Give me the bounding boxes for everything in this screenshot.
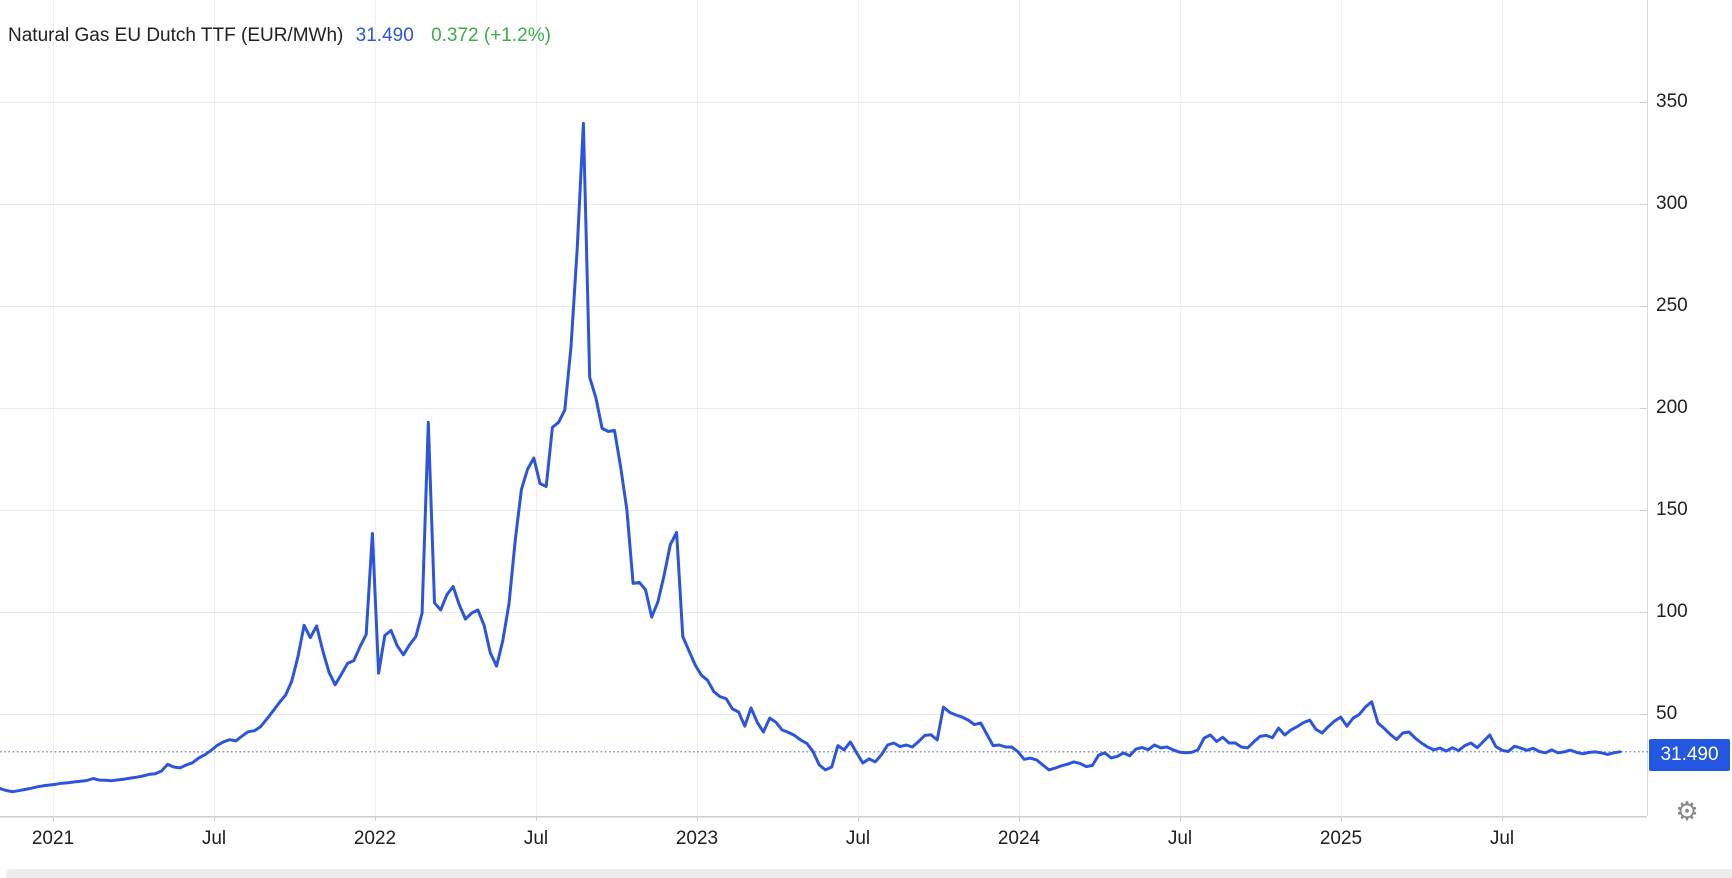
x-tick-label: Jul [1167, 828, 1193, 849]
x-tick-label: 2025 [1319, 828, 1363, 849]
x-tick-label: 2022 [353, 828, 397, 849]
x-tick-label: Jul [523, 828, 549, 849]
last-price-value: 31.490 [355, 25, 414, 46]
y-tick-label: 200 [1656, 397, 1688, 418]
y-tick-label: 100 [1656, 601, 1688, 622]
x-tick-label: 2021 [31, 828, 75, 849]
settings-gear-icon[interactable]: ⚙ [1675, 796, 1699, 826]
x-tick-label: Jul [201, 828, 227, 849]
current-price-badge: 31.490 [1649, 739, 1730, 771]
price-change-value: 0.372 (+1.2%) [431, 25, 551, 46]
x-tick-label: 2023 [675, 828, 719, 849]
x-tick-label: Jul [845, 828, 871, 849]
price-line [0, 121, 1622, 794]
y-tick-label: 250 [1656, 295, 1688, 316]
chart-title: Natural Gas EU Dutch TTF (EUR/MWh) [8, 25, 344, 46]
y-tick-label: 350 [1656, 91, 1688, 112]
y-tick-label: 150 [1656, 499, 1688, 520]
y-tick-label: 50 [1656, 703, 1678, 724]
chart-header: Natural Gas EU Dutch TTF (EUR/MWh) 31.49… [8, 25, 551, 47]
y-tick-label: 300 [1656, 193, 1688, 214]
x-tick-label: 2024 [997, 828, 1041, 849]
horizontal-scrollbar[interactable] [6, 869, 1732, 878]
x-tick-label: Jul [1489, 828, 1515, 849]
